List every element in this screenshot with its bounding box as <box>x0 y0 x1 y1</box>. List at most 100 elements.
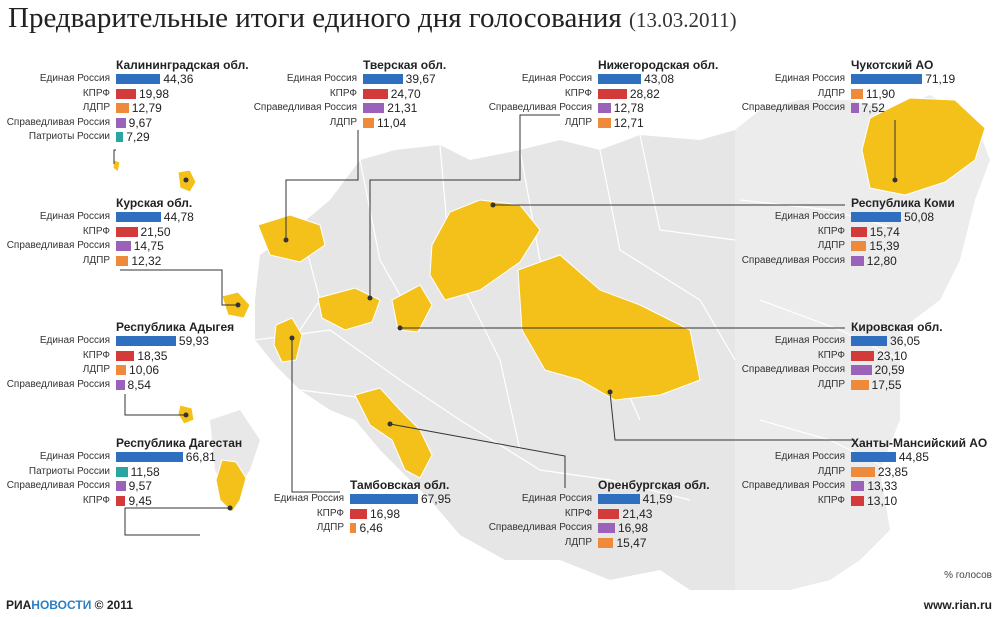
value-label: 6,46 <box>359 521 383 535</box>
party-label: Патриоты России <box>28 465 110 477</box>
party-label: Справедливая Россия <box>6 480 110 491</box>
value-label: 44,36 <box>163 72 194 86</box>
party-label: КПРФ <box>316 507 344 519</box>
bar <box>350 494 418 504</box>
bar <box>851 350 875 361</box>
bar <box>350 523 357 533</box>
bar <box>116 365 127 375</box>
party-label: Справедливая Россия <box>741 254 845 266</box>
leader-nizhny <box>369 114 560 298</box>
region-borders <box>254 134 901 501</box>
value-label: 11,04 <box>377 115 407 130</box>
value-label: 19,98 <box>138 86 169 101</box>
party-label: КПРФ <box>817 225 845 237</box>
leader-tver <box>285 130 359 240</box>
value-label: 21,50 <box>140 224 171 239</box>
bar <box>116 495 126 506</box>
party-label: Справедливая Россия <box>488 522 592 533</box>
party-label: Единая Россия <box>39 211 110 222</box>
party-label: Единая Россия <box>521 493 592 504</box>
party-label: ЛДПР <box>817 465 845 477</box>
copyright: © 2011 <box>94 598 133 612</box>
page-title: Предварительные итоги единого дня голосо… <box>8 2 737 35</box>
bar <box>598 117 611 128</box>
party-label: Справедливая Россия <box>741 102 845 113</box>
bar <box>851 379 869 390</box>
party-label: ЛДПР <box>329 116 357 128</box>
dot-dagestan <box>227 505 233 511</box>
party-label: Единая Россия <box>273 493 344 504</box>
bar <box>363 103 385 113</box>
region-orenburg <box>354 387 433 479</box>
bar <box>598 494 640 504</box>
region-title: Республика Дагестан <box>116 436 243 450</box>
dot-kursk <box>235 302 241 308</box>
bar <box>851 241 867 251</box>
region-tambov <box>273 317 303 363</box>
party-label: ЛДПР <box>82 254 110 266</box>
value-label: 39,67 <box>405 72 436 86</box>
party-label: Единая Россия <box>39 73 110 84</box>
region-title: Калининградская обл. <box>116 58 249 72</box>
brand-a: РИА <box>6 598 32 612</box>
value-label: 21,31 <box>387 101 418 115</box>
party-label: Единая Россия <box>286 73 357 84</box>
bar <box>116 336 176 346</box>
party-label: КПРФ <box>564 507 592 519</box>
dot-komi <box>490 202 496 208</box>
bar <box>116 132 124 142</box>
party-label: КПРФ <box>817 349 845 361</box>
bar <box>116 379 125 390</box>
party-label: Справедливая Россия <box>741 480 845 491</box>
region-kaliningrad-small <box>112 159 121 173</box>
bar <box>851 103 859 113</box>
bar <box>116 103 129 113</box>
region-title: Нижегородская обл. <box>598 58 719 72</box>
value-label: 13,33 <box>867 479 898 493</box>
value-label: 15,47 <box>616 535 647 550</box>
region-title: Тамбовская обл. <box>350 478 450 492</box>
value-label: 71,19 <box>925 72 956 86</box>
brand-logo: РИАНОВОСТИ © 2011 <box>6 598 133 612</box>
leader-tambov <box>291 338 340 493</box>
dot-kirov <box>397 325 403 331</box>
party-label: Справедливая Россия <box>6 240 110 251</box>
bar <box>350 508 367 519</box>
bar <box>851 88 863 99</box>
party-label: КПРФ <box>564 87 592 99</box>
value-label: 43,08 <box>644 72 675 86</box>
leader-kursk <box>120 269 238 306</box>
party-label: Единая Россия <box>774 335 845 346</box>
bar <box>116 481 126 491</box>
bar <box>363 74 403 84</box>
bar <box>116 452 183 462</box>
bar <box>598 103 611 113</box>
value-label: 59,93 <box>178 334 209 348</box>
leader-orenburg <box>389 423 566 488</box>
value-label: 17,55 <box>871 377 902 392</box>
value-label: 10,06 <box>129 363 160 377</box>
bar <box>851 365 872 375</box>
region-title: Кировская обл. <box>851 320 943 334</box>
value-label: 44,78 <box>163 210 194 224</box>
leader-dagestan <box>124 507 230 536</box>
dot-adygea <box>183 412 189 418</box>
bar <box>598 523 615 533</box>
region-title: Республика Адыгея <box>116 320 235 334</box>
value-label: 16,98 <box>369 506 400 521</box>
party-label: КПРФ <box>82 87 110 99</box>
party-label: Справедливая Россия <box>253 102 357 113</box>
region-tver <box>257 214 326 263</box>
dot-orenburg <box>387 421 393 427</box>
value-label: 12,71 <box>613 115 644 130</box>
party-label: Единая Россия <box>39 451 110 462</box>
bar <box>116 88 136 99</box>
value-label: 41,59 <box>642 492 673 506</box>
value-label: 50,08 <box>904 210 935 224</box>
bar <box>851 495 865 506</box>
party-label: Справедливая Россия <box>488 102 592 113</box>
value-label: 24,70 <box>390 86 421 101</box>
region-title: Республика Коми <box>851 196 955 210</box>
dot-nizhny <box>367 295 373 301</box>
